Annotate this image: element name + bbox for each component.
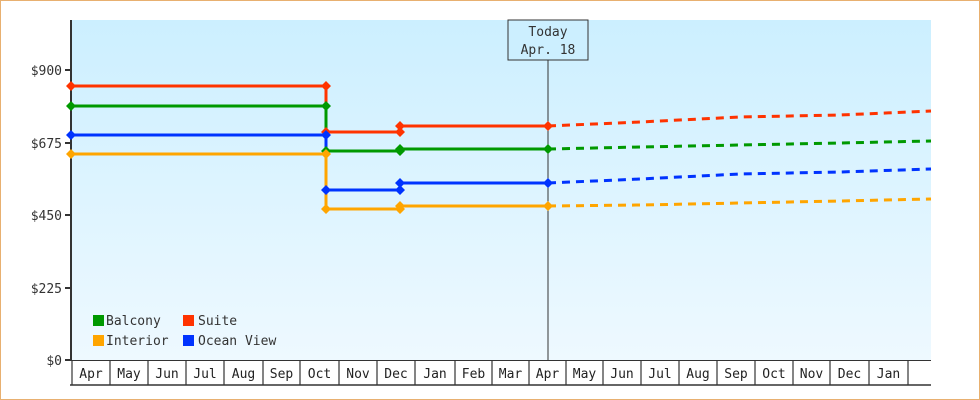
month-label: Jun	[610, 367, 633, 382]
y-ticks	[65, 69, 71, 361]
svg-text:Suite: Suite	[198, 314, 237, 329]
today-marker-box	[507, 19, 589, 61]
svg-text:Interior: Interior	[106, 334, 169, 349]
month-label: Sep	[270, 367, 294, 382]
legend-item-balcony: Balcony	[93, 314, 161, 329]
y-label-225: $225	[31, 282, 62, 297]
month-label: Jul	[648, 367, 671, 382]
month-label: Nov	[346, 367, 370, 382]
legend-item-ocean-view: Ocean View	[183, 334, 276, 349]
series-suite	[71, 84, 932, 134]
legend: Balcony Suite Interior Ocean View	[93, 314, 276, 349]
series-ocean-view	[71, 133, 932, 192]
balcony-swatch-icon	[93, 315, 104, 326]
plot-area	[71, 20, 931, 360]
interior-swatch-icon	[93, 335, 104, 346]
month-label: Jun	[155, 367, 178, 382]
month-label: Mar	[499, 367, 523, 382]
month-label: Dec	[384, 367, 407, 382]
y-label-675: $675	[31, 137, 62, 152]
month-label: Feb	[462, 367, 486, 382]
month-label: Dec	[838, 367, 861, 382]
month-label: Aug	[686, 367, 709, 382]
month-label: Oct	[308, 367, 331, 382]
month-label: May	[573, 367, 597, 382]
month-label: Jan	[877, 367, 900, 382]
y-label-900: $900	[31, 64, 62, 79]
month-label: Apr	[79, 367, 103, 382]
legend-item-suite: Suite	[183, 314, 237, 329]
series-interior	[71, 152, 932, 211]
month-label: May	[117, 367, 141, 382]
month-label: Nov	[800, 367, 824, 382]
month-label: Jan	[423, 367, 446, 382]
month-label: Oct	[762, 367, 785, 382]
y-label-0: $0	[46, 354, 62, 369]
month-axis: Apr May Jun Jul Aug Sep Oct Nov Dec Jan Feb Mar Apr M…	[70, 360, 931, 386]
ocean-view-swatch-icon	[183, 335, 194, 346]
series-balcony	[71, 104, 932, 153]
month-label: Apr	[536, 367, 560, 382]
today-label: Today	[528, 25, 567, 40]
y-label-450: $450	[31, 209, 62, 224]
month-label: Sep	[724, 367, 748, 382]
today-date: Apr. 18	[521, 43, 576, 58]
legend-item-interior: Interior	[93, 334, 169, 349]
month-label: Jul	[193, 367, 216, 382]
svg-text:Balcony: Balcony	[106, 314, 161, 329]
svg-text:Ocean View: Ocean View	[198, 334, 276, 349]
suite-swatch-icon	[183, 315, 194, 326]
month-label: Aug	[232, 367, 255, 382]
